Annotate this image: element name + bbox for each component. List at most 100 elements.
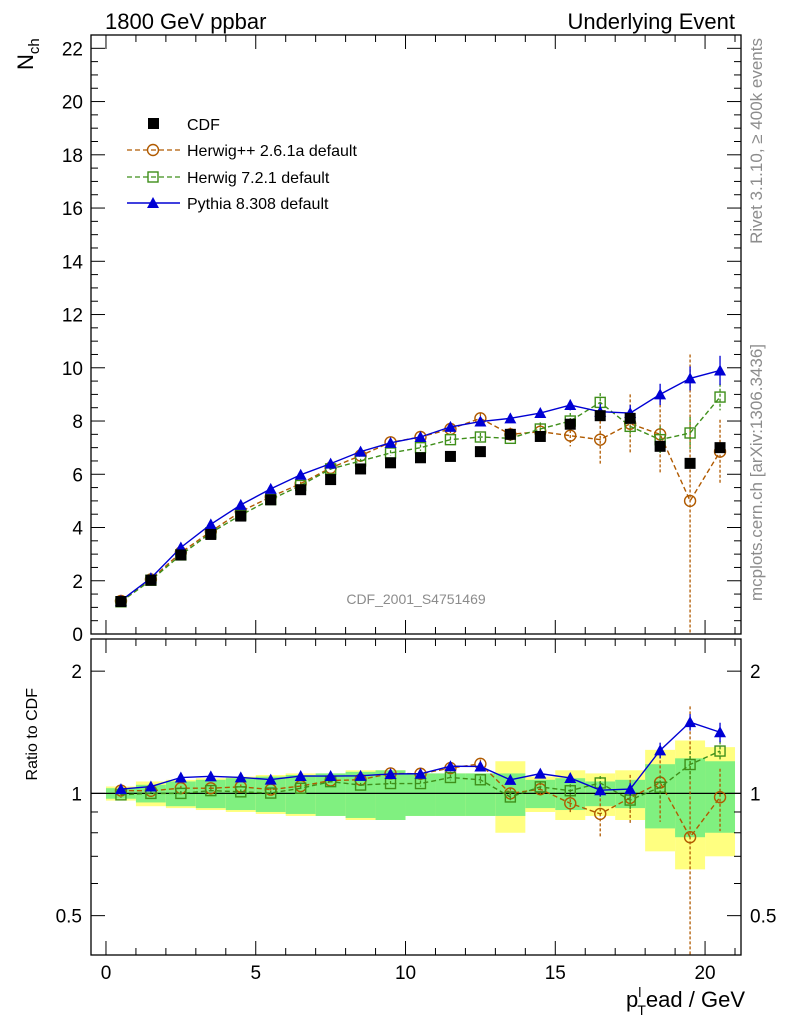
cdf-point xyxy=(145,574,157,586)
y-axis-label-main: N xyxy=(13,54,38,70)
pythia-point xyxy=(534,767,547,779)
cdf-point xyxy=(414,452,426,464)
cdf-point xyxy=(564,418,576,430)
herwig7-point xyxy=(714,391,726,403)
cdf-point xyxy=(355,463,367,475)
pythia-point xyxy=(204,770,217,782)
herwig7-line xyxy=(120,396,721,603)
pythia-point xyxy=(594,784,607,796)
pythia-point xyxy=(234,771,247,783)
x-axis-label-p: p xyxy=(626,987,638,1012)
pythia-point xyxy=(294,468,307,480)
y-tick-label: 0 xyxy=(72,625,83,646)
cdf-point xyxy=(534,430,546,442)
herwig7-point xyxy=(474,774,487,786)
pythia-point xyxy=(114,783,127,795)
herwigpp-point xyxy=(594,807,607,821)
pythia-point xyxy=(504,412,517,424)
x-axis-label-sub: T xyxy=(637,1002,646,1018)
pythia-point xyxy=(474,760,487,772)
cdf-point xyxy=(295,484,307,496)
cdf-point xyxy=(235,510,247,522)
pythia-point xyxy=(264,773,277,785)
herwigpp-ratio-line xyxy=(120,763,721,839)
herwigpp-point xyxy=(564,797,577,810)
legend-label-herwig7: Herwig 7.2.1 default xyxy=(187,170,330,187)
cdf-point xyxy=(624,412,636,424)
x-tick-label: 15 xyxy=(545,963,566,984)
cdf-point xyxy=(385,457,397,469)
herwig7-point xyxy=(684,427,696,439)
ratio-tick-label-right: 1 xyxy=(750,784,761,805)
ratio-tick-label-right: 0.5 xyxy=(750,907,776,928)
legend-marker-herwig7 xyxy=(147,171,159,183)
y-tick-label: 2 xyxy=(72,572,83,593)
herwig7-point xyxy=(444,433,457,446)
pythia-point xyxy=(564,771,577,783)
pythia-point xyxy=(654,388,667,400)
herwig7-point xyxy=(294,782,307,794)
x-tick-label: 5 xyxy=(250,963,261,984)
cdf-point xyxy=(325,474,337,486)
cdf-point xyxy=(504,428,516,440)
y-tick-label: 16 xyxy=(62,199,83,220)
pythia-point xyxy=(534,407,547,419)
x-tick-label: 20 xyxy=(694,963,715,984)
y-tick-label: 18 xyxy=(62,146,83,167)
herwig7-point xyxy=(504,791,517,803)
pythia-point xyxy=(684,372,697,384)
cdf-point xyxy=(474,446,486,458)
legend-marker-herwigpp xyxy=(146,143,160,157)
cdf-point xyxy=(444,450,456,462)
rivet-label: Rivet 3.1.10, ≥ 400k events xyxy=(747,38,766,244)
pythia-point xyxy=(144,780,157,792)
y-tick-label: 10 xyxy=(62,359,83,380)
pythia-point xyxy=(204,518,217,530)
y-tick-label: 20 xyxy=(62,93,83,114)
herwigpp-point xyxy=(594,433,607,446)
herwigpp-point xyxy=(683,831,697,844)
pythia-point xyxy=(714,726,727,738)
cdf-point xyxy=(115,596,127,608)
observable-label: Underlying Event xyxy=(567,9,735,34)
pythia-point xyxy=(444,760,457,772)
herwig7-point xyxy=(205,784,217,797)
pythia-point xyxy=(414,430,427,442)
pythia-point xyxy=(234,498,247,510)
herwig7-point xyxy=(684,758,696,771)
y-axis-label-sub: ch xyxy=(26,38,43,54)
pythia-point xyxy=(174,771,187,783)
cdf-point xyxy=(684,457,696,469)
main-frame xyxy=(90,34,742,635)
herwig7-point xyxy=(474,431,487,443)
cdf-point xyxy=(714,442,726,454)
y-tick-label: 8 xyxy=(72,412,83,433)
pythia-point xyxy=(354,769,367,781)
ratio-band-inner xyxy=(285,774,316,814)
cdf-point xyxy=(654,440,666,452)
ratio-band-inner xyxy=(435,773,466,816)
legend-label-herwigpp: Herwig++ 2.6.1a default xyxy=(187,143,357,160)
pythia-point xyxy=(324,770,337,782)
herwigpp-point xyxy=(564,429,577,442)
cdf-point xyxy=(265,494,277,506)
herwigpp-point xyxy=(683,494,697,508)
legend-label-cdf: CDF xyxy=(187,117,220,134)
x-axis-label-sup: l xyxy=(638,984,641,1000)
pythia-point xyxy=(474,415,487,427)
herwig7-point xyxy=(534,781,547,793)
herwig7-point xyxy=(444,771,457,784)
pythia-point xyxy=(714,364,727,376)
pythia-point xyxy=(684,716,697,728)
pythia-point xyxy=(564,399,577,411)
y-tick-label: 6 xyxy=(72,465,83,486)
x-tick-label: 10 xyxy=(395,963,416,984)
legend-label-pythia: Pythia 8.308 default xyxy=(187,196,329,213)
ratio-band-inner xyxy=(225,778,256,811)
mcplots-label: mcplots.cern.ch [arXiv:1306.3436] xyxy=(747,344,766,601)
ratio-tick-label: 0.5 xyxy=(56,907,82,928)
x-axis-label-rest: ead / GeV xyxy=(646,987,745,1012)
legend-marker-cdf xyxy=(148,118,159,129)
legend-marker-pythia xyxy=(147,197,159,208)
